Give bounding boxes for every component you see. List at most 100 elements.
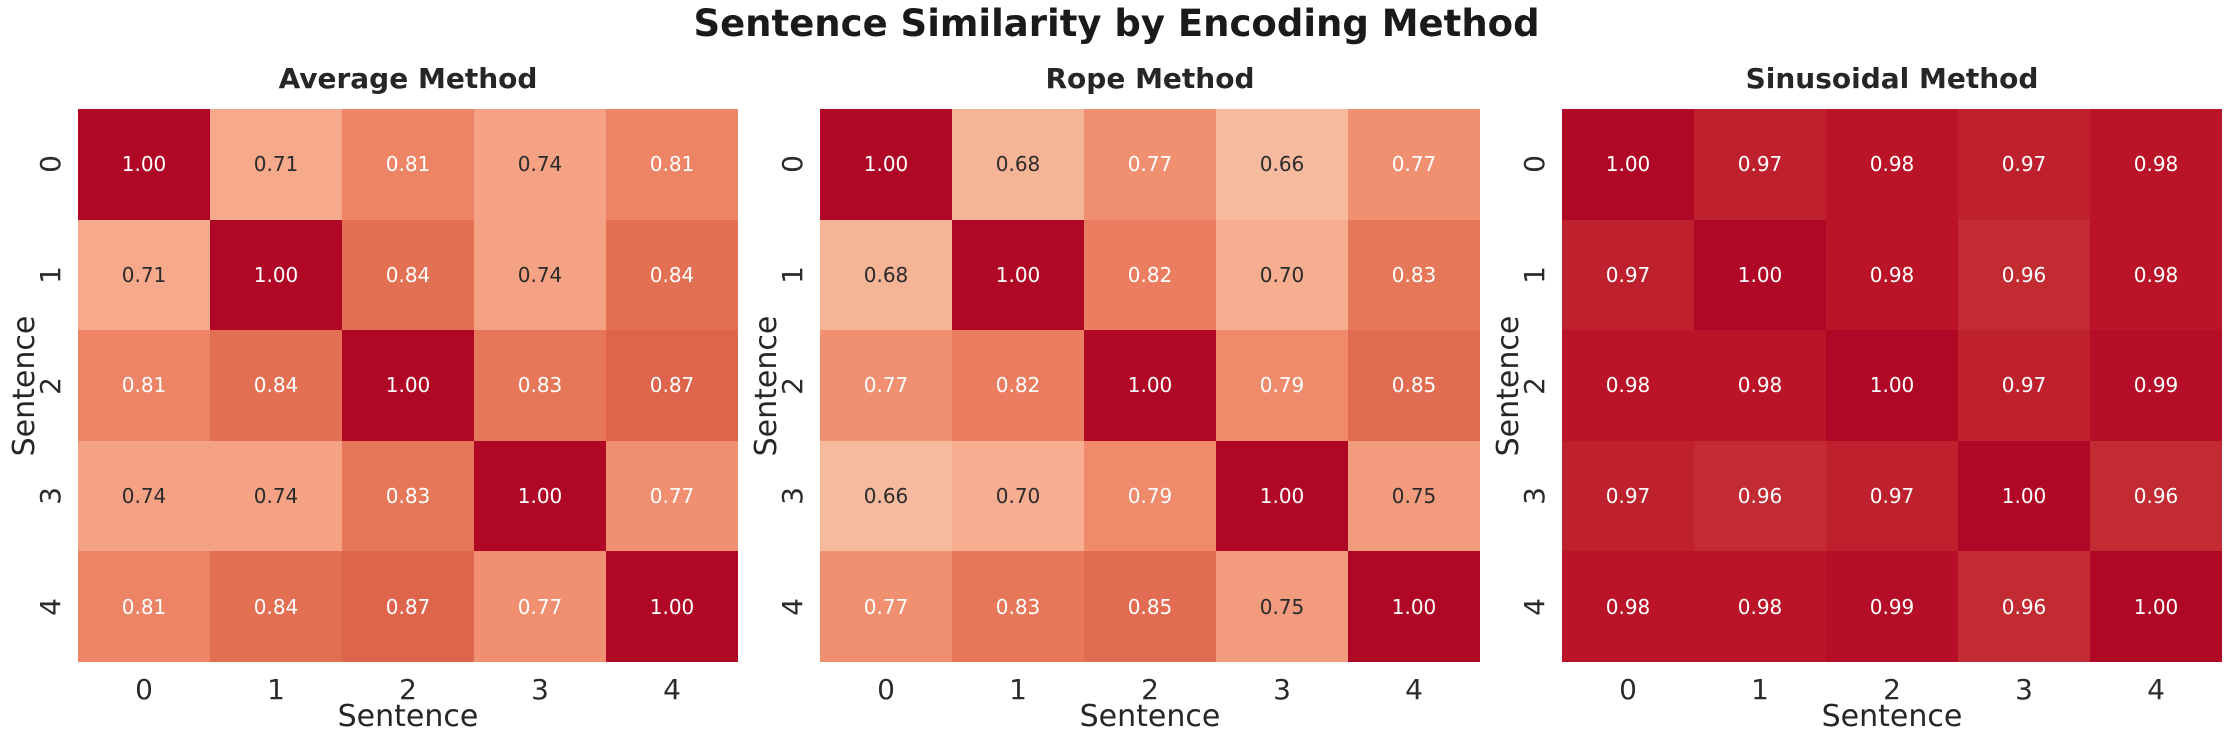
subplot-title: Rope Method — [1045, 62, 1255, 95]
heatmap-cell: 0.77 — [1348, 109, 1480, 220]
heatmap-cell: 0.77 — [474, 551, 606, 662]
cell-value: 0.83 — [517, 373, 563, 398]
heatmap-cell: 0.99 — [1826, 551, 1958, 662]
heatmap-cell: 0.98 — [1562, 551, 1694, 662]
x-tick-label: 2 — [1883, 672, 1901, 706]
cell-value: 1.00 — [385, 373, 431, 398]
heatmap-cell: 0.98 — [1694, 551, 1826, 662]
heatmap-cell: 0.83 — [1348, 219, 1480, 331]
heatmap-cell: 0.77 — [606, 440, 738, 552]
heatmap-cell: 1.00 — [1694, 219, 1826, 331]
cell-value: 0.70 — [1259, 262, 1305, 287]
heatmap-cell: 0.98 — [1694, 330, 1826, 441]
heatmap-cell: 0.83 — [474, 330, 606, 441]
heatmap-cell: 0.87 — [606, 330, 738, 441]
heatmap-cell: 0.68 — [820, 219, 952, 331]
heatmap-cell: 0.79 — [1216, 330, 1348, 441]
cell-value: 0.77 — [863, 373, 909, 398]
x-tick-label: 4 — [2147, 672, 2165, 706]
y-tick-label: 4 — [775, 597, 809, 616]
heatmap-cell: 1.00 — [210, 219, 342, 331]
cell-value: 0.87 — [385, 594, 431, 619]
heatmap-cell: 0.96 — [1958, 219, 2090, 331]
cell-value: 1.00 — [2001, 484, 2047, 509]
cell-value: 0.85 — [1127, 594, 1173, 619]
heatmap-cell: 0.99 — [2090, 330, 2222, 441]
heatmap-cell: 0.85 — [1084, 551, 1216, 662]
heatmap-cell: 0.84 — [210, 551, 342, 662]
x-axis-label: Sentence — [337, 699, 479, 734]
cell-value: 0.77 — [649, 484, 695, 509]
cell-value: 0.98 — [1605, 373, 1651, 398]
heatmap-cell: 0.98 — [1826, 219, 1958, 331]
heatmap-cell: 0.70 — [952, 440, 1084, 552]
cell-value: 0.82 — [1127, 262, 1173, 287]
cell-value: 0.83 — [385, 484, 431, 509]
cell-value: 0.98 — [2133, 262, 2179, 287]
cell-value: 0.77 — [1127, 152, 1173, 177]
cell-value: 1.00 — [649, 594, 695, 619]
heatmap-cell: 0.98 — [2090, 109, 2222, 220]
cell-value: 0.96 — [2001, 262, 2047, 287]
x-tick-label: 4 — [1405, 672, 1423, 706]
heatmap-cell: 1.00 — [342, 330, 474, 441]
heatmap-cell: 0.81 — [78, 330, 210, 441]
heatmap-cell: 0.97 — [1562, 440, 1694, 552]
cell-value: 0.74 — [253, 484, 299, 509]
cell-value: 1.00 — [1127, 373, 1173, 398]
heatmap-cell: 0.82 — [952, 330, 1084, 441]
cell-value: 0.98 — [1605, 594, 1651, 619]
heatmap-cell: 0.75 — [1348, 440, 1480, 552]
cell-value: 0.96 — [1737, 484, 1783, 509]
heatmap-cell: 0.97 — [1826, 440, 1958, 552]
heatmap-cell: 1.00 — [606, 551, 738, 662]
heatmap-cell: 0.96 — [2090, 440, 2222, 552]
cell-value: 0.82 — [995, 373, 1041, 398]
cell-value: 0.84 — [253, 373, 299, 398]
cell-value: 1.00 — [1391, 594, 1437, 619]
cell-value: 0.75 — [1391, 484, 1437, 509]
heatmap-cell: 1.00 — [1958, 440, 2090, 552]
x-tick-label: 0 — [135, 672, 153, 706]
cell-value: 0.74 — [517, 152, 563, 177]
heatmap-cell: 0.85 — [1348, 330, 1480, 441]
cell-value: 0.98 — [1869, 262, 1915, 287]
heatmap-cell: 1.00 — [78, 109, 210, 220]
heatmap-cell: 0.71 — [210, 109, 342, 220]
x-axis-label: Sentence — [1079, 699, 1221, 734]
heatmap-cell: 0.87 — [342, 551, 474, 662]
heatmap-cell: 0.66 — [820, 440, 952, 552]
cell-value: 0.77 — [863, 594, 909, 619]
cell-value: 0.98 — [1737, 594, 1783, 619]
cell-value: 0.98 — [1869, 152, 1915, 177]
x-tick-label: 1 — [1751, 672, 1769, 706]
cell-value: 0.96 — [2001, 594, 2047, 619]
cell-value: 0.79 — [1127, 484, 1173, 509]
y-axis-label: Sentence — [749, 315, 784, 456]
x-tick-label: 0 — [1619, 672, 1637, 706]
heatmap-cell: 0.77 — [1084, 109, 1216, 220]
y-tick-label: 0 — [775, 155, 809, 174]
cell-value: 0.83 — [1391, 262, 1437, 287]
heatmap-cell: 0.68 — [952, 109, 1084, 220]
heatmap-cell: 0.74 — [474, 219, 606, 331]
heatmap-cell: 0.74 — [210, 440, 342, 552]
y-tick-label: 0 — [1517, 155, 1551, 174]
cell-value: 0.74 — [517, 262, 563, 287]
heatmap-cell: 0.71 — [78, 219, 210, 331]
cell-value: 0.68 — [995, 152, 1041, 177]
heatmap-cell: 0.75 — [1216, 551, 1348, 662]
cell-value: 1.00 — [1259, 484, 1305, 509]
heatmap-cell: 0.98 — [2090, 219, 2222, 331]
heatmap-cell: 0.77 — [820, 551, 952, 662]
cell-value: 0.77 — [1391, 152, 1437, 177]
heatmap-cell: 0.98 — [1826, 109, 1958, 220]
heatmap-cell: 0.81 — [606, 109, 738, 220]
y-tick-label: 4 — [33, 597, 67, 616]
cell-value: 0.84 — [385, 262, 431, 287]
cell-value: 0.81 — [121, 373, 167, 398]
heatmap-cell: 0.97 — [1694, 109, 1826, 220]
figure-title: Sentence Similarity by Encoding Method — [693, 2, 1540, 45]
heatmap-cell: 0.79 — [1084, 440, 1216, 552]
x-tick-label: 2 — [1141, 672, 1159, 706]
